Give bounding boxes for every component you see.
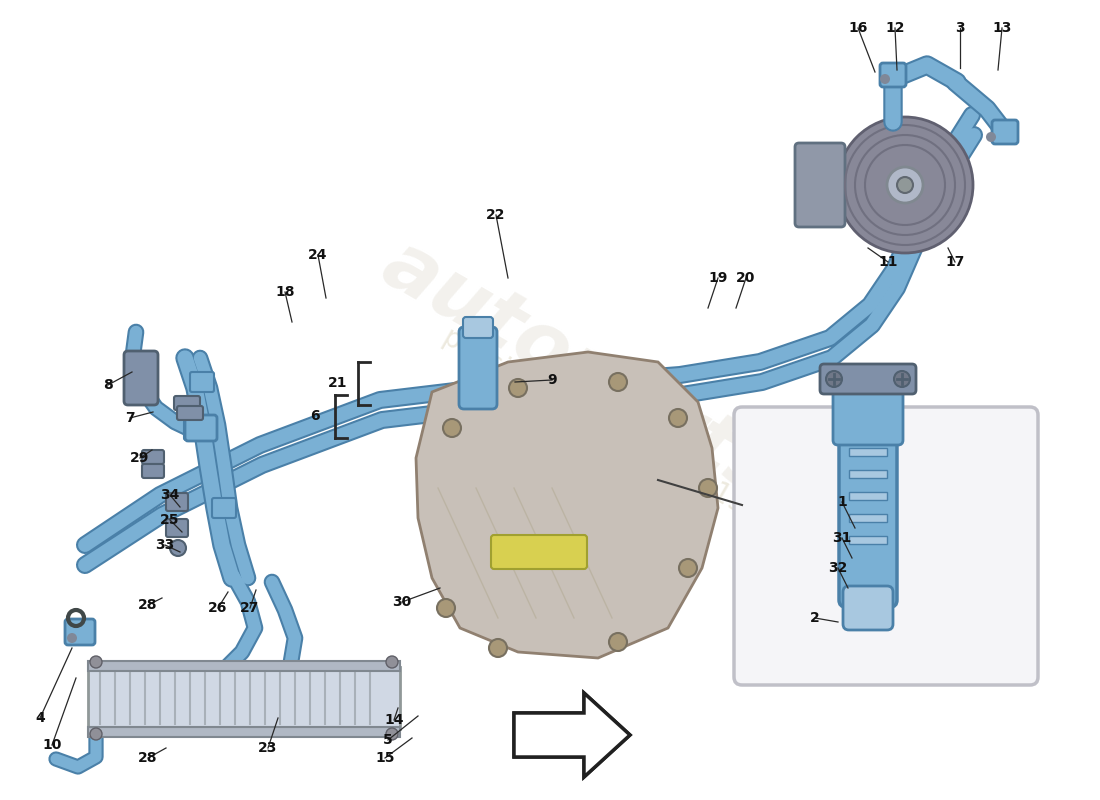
- Text: 3: 3: [955, 21, 965, 35]
- FancyBboxPatch shape: [177, 406, 204, 420]
- FancyBboxPatch shape: [833, 381, 903, 445]
- Circle shape: [669, 409, 688, 427]
- Text: 8: 8: [103, 378, 113, 392]
- Text: 12: 12: [886, 21, 904, 35]
- Circle shape: [609, 633, 627, 651]
- Text: 1: 1: [837, 495, 847, 509]
- Text: 16: 16: [848, 21, 868, 35]
- Text: 4: 4: [35, 711, 45, 725]
- Text: passion for cars since 1985: passion for cars since 1985: [438, 322, 782, 538]
- Circle shape: [90, 656, 102, 668]
- FancyBboxPatch shape: [174, 396, 200, 410]
- Circle shape: [679, 559, 697, 577]
- Bar: [88, 727, 400, 737]
- Text: 15: 15: [375, 751, 395, 765]
- Text: 18: 18: [275, 285, 295, 299]
- Text: 10: 10: [42, 738, 62, 752]
- FancyBboxPatch shape: [65, 619, 95, 645]
- FancyBboxPatch shape: [212, 498, 236, 518]
- FancyBboxPatch shape: [166, 519, 188, 537]
- Text: 13: 13: [992, 21, 1012, 35]
- Polygon shape: [514, 693, 630, 777]
- Text: 24: 24: [308, 248, 328, 262]
- FancyBboxPatch shape: [843, 586, 893, 630]
- FancyBboxPatch shape: [880, 63, 906, 87]
- Text: 27: 27: [240, 601, 260, 615]
- Text: 31: 31: [833, 531, 851, 545]
- Bar: [849, 470, 887, 478]
- Circle shape: [986, 132, 996, 142]
- Circle shape: [896, 177, 913, 193]
- Text: 32: 32: [828, 561, 848, 575]
- Polygon shape: [416, 352, 718, 658]
- Text: 2: 2: [810, 611, 820, 625]
- Circle shape: [386, 656, 398, 668]
- Circle shape: [170, 540, 186, 556]
- Text: 23: 23: [258, 741, 277, 755]
- Circle shape: [880, 74, 890, 84]
- FancyBboxPatch shape: [820, 364, 916, 394]
- FancyBboxPatch shape: [795, 143, 845, 227]
- Text: 29: 29: [130, 451, 150, 465]
- Text: 5: 5: [383, 733, 393, 747]
- FancyBboxPatch shape: [124, 351, 158, 405]
- Text: 19: 19: [708, 271, 728, 285]
- FancyBboxPatch shape: [734, 407, 1038, 685]
- Circle shape: [386, 728, 398, 740]
- FancyBboxPatch shape: [166, 493, 188, 511]
- FancyBboxPatch shape: [839, 431, 896, 607]
- Circle shape: [894, 371, 910, 387]
- FancyBboxPatch shape: [190, 372, 214, 392]
- Text: 28: 28: [139, 598, 157, 612]
- FancyBboxPatch shape: [184, 420, 208, 440]
- Text: 6: 6: [310, 409, 320, 423]
- Text: autoparts: autoparts: [368, 226, 792, 514]
- Text: 21: 21: [328, 376, 348, 390]
- Bar: [849, 536, 887, 544]
- Text: 34: 34: [161, 488, 179, 502]
- Circle shape: [437, 599, 455, 617]
- Circle shape: [698, 479, 717, 497]
- Bar: [849, 492, 887, 500]
- Circle shape: [67, 633, 77, 643]
- FancyBboxPatch shape: [463, 317, 493, 338]
- Bar: [849, 448, 887, 456]
- FancyBboxPatch shape: [459, 327, 497, 409]
- Circle shape: [490, 639, 507, 657]
- Text: 7: 7: [125, 411, 135, 425]
- Text: 28: 28: [139, 751, 157, 765]
- FancyBboxPatch shape: [142, 450, 164, 464]
- Text: 33: 33: [155, 538, 175, 552]
- Circle shape: [826, 371, 842, 387]
- FancyBboxPatch shape: [992, 120, 1018, 144]
- Bar: [849, 514, 887, 522]
- FancyBboxPatch shape: [142, 464, 164, 478]
- Text: 22: 22: [486, 208, 506, 222]
- Polygon shape: [514, 693, 630, 777]
- FancyBboxPatch shape: [185, 415, 217, 441]
- Bar: [88, 661, 400, 671]
- Text: 25: 25: [161, 513, 179, 527]
- Circle shape: [509, 379, 527, 397]
- Text: 20: 20: [736, 271, 756, 285]
- Text: 14: 14: [384, 713, 404, 727]
- Text: 9: 9: [547, 373, 557, 387]
- Circle shape: [609, 373, 627, 391]
- Circle shape: [443, 419, 461, 437]
- Text: 11: 11: [878, 255, 898, 269]
- Bar: [88, 667, 400, 729]
- Circle shape: [837, 117, 974, 253]
- Circle shape: [887, 167, 923, 203]
- Text: 30: 30: [393, 595, 411, 609]
- Text: 26: 26: [208, 601, 228, 615]
- Circle shape: [90, 728, 102, 740]
- FancyBboxPatch shape: [491, 535, 587, 569]
- Text: 17: 17: [945, 255, 965, 269]
